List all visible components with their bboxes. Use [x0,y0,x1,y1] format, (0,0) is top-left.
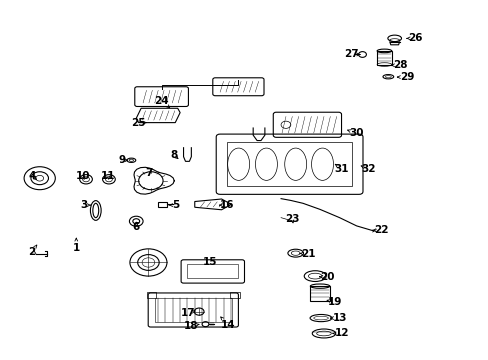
Bar [146,292,156,298]
Text: 14: 14 [221,320,235,330]
Text: 6: 6 [132,222,140,231]
Text: 2: 2 [28,247,35,257]
Text: 24: 24 [154,96,168,106]
Text: 18: 18 [183,321,198,331]
Bar [187,265,238,278]
Text: 3: 3 [80,200,87,210]
Text: 15: 15 [203,257,217,267]
Text: 5: 5 [172,200,180,210]
Bar [310,286,329,301]
Text: 21: 21 [300,248,314,258]
Text: 29: 29 [399,72,413,82]
Text: 26: 26 [407,33,422,43]
Text: 31: 31 [334,164,348,174]
Text: 28: 28 [392,60,407,70]
Text: 8: 8 [170,150,177,160]
Text: 11: 11 [101,171,115,181]
Text: 9: 9 [118,155,125,165]
Bar [376,51,391,64]
Text: 7: 7 [145,168,153,178]
Text: 17: 17 [181,308,195,318]
Text: 32: 32 [361,164,375,174]
Text: 27: 27 [344,49,358,59]
Text: 12: 12 [334,328,348,338]
Text: 23: 23 [285,215,299,224]
Text: 1: 1 [73,243,80,253]
Text: 30: 30 [349,129,363,138]
Text: 20: 20 [320,272,334,282]
Text: 13: 13 [332,313,346,323]
Text: 16: 16 [220,200,234,210]
Text: 4: 4 [29,171,36,181]
Bar [154,298,232,322]
Text: 25: 25 [131,118,145,128]
Text: 22: 22 [373,225,387,235]
Bar [158,202,166,207]
Text: 10: 10 [75,171,90,181]
Bar [227,142,351,186]
Bar [230,292,240,298]
Text: 19: 19 [327,297,341,307]
